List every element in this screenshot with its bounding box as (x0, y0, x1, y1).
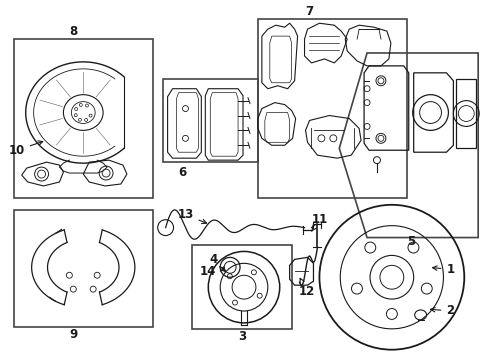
Text: 14: 14 (200, 265, 224, 278)
Text: 1: 1 (433, 263, 454, 276)
Text: 9: 9 (69, 328, 77, 341)
Text: 3: 3 (238, 330, 246, 343)
Text: 7: 7 (305, 5, 314, 18)
Text: 12: 12 (298, 278, 315, 298)
Bar (258, 19, 407, 198)
Text: 11: 11 (311, 213, 327, 231)
Bar (163, 79, 258, 162)
Text: 6: 6 (178, 166, 187, 179)
Bar (14, 39, 153, 198)
Bar (14, 210, 153, 327)
Text: 8: 8 (69, 24, 77, 38)
Bar (193, 246, 292, 329)
Text: 13: 13 (177, 208, 207, 224)
Text: 10: 10 (9, 141, 43, 157)
Text: 5: 5 (407, 235, 415, 248)
Text: 2: 2 (431, 305, 454, 318)
Text: 4: 4 (209, 253, 225, 271)
